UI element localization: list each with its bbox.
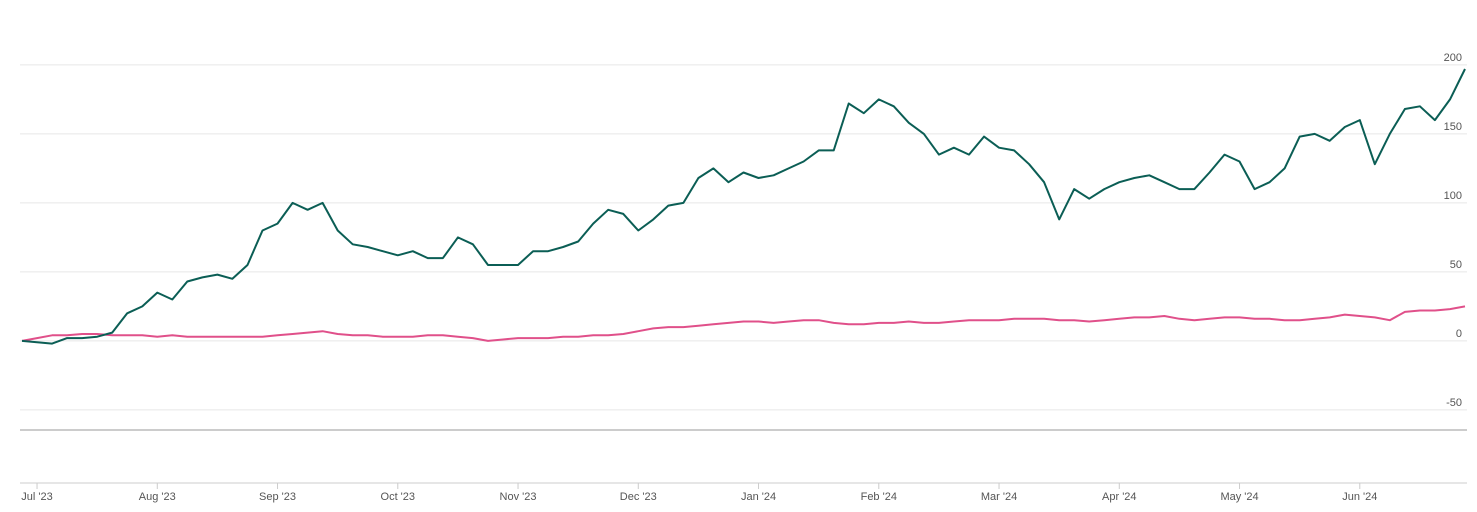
- x-tick-label: Oct '23: [381, 491, 416, 503]
- x-tick-label: Jan '24: [741, 491, 776, 503]
- x-tick-label: Aug '23: [139, 491, 176, 503]
- y-tick-label: 100: [1444, 190, 1462, 202]
- x-tick-label: Jun '24: [1342, 491, 1377, 503]
- y-tick-label: 0: [1456, 328, 1462, 340]
- x-tick-label: Apr '24: [1102, 491, 1137, 503]
- x-tick-label: Dec '23: [620, 491, 657, 503]
- y-tick-label: 200: [1444, 52, 1462, 64]
- x-tick-label: Nov '23: [500, 491, 537, 503]
- series-line: [21, 305, 1466, 342]
- y-tick-label: 150: [1444, 121, 1462, 133]
- x-tick-label: Jul '23: [21, 491, 52, 503]
- x-tick-label: May '24: [1220, 491, 1258, 503]
- x-tick-label: Feb '24: [861, 491, 897, 503]
- y-tick-label: 50: [1450, 259, 1462, 271]
- series-line: [21, 68, 1466, 345]
- x-tick-label: Sep '23: [259, 491, 296, 503]
- y-tick-label: -50: [1446, 397, 1462, 409]
- x-tick-label: Mar '24: [981, 491, 1017, 503]
